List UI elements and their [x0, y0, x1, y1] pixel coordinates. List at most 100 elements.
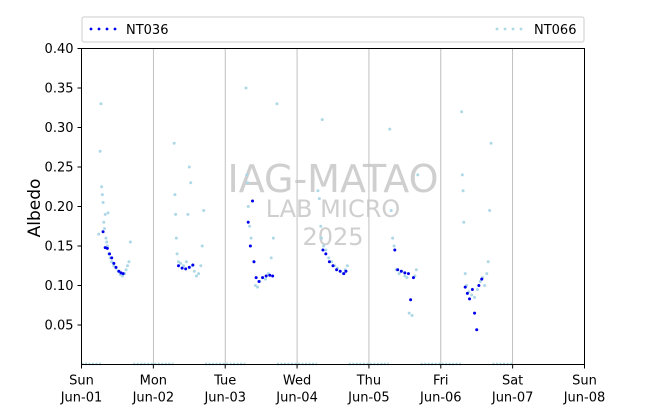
point-nt036: [254, 276, 258, 280]
point-nt066: [320, 236, 324, 240]
y-tick-label: 0.40: [45, 42, 74, 57]
point-nt066: [110, 260, 114, 264]
point-nt066: [102, 220, 106, 224]
point-nt036: [257, 280, 261, 284]
x-tick-label-day: Thu: [356, 374, 381, 389]
watermark-line-1: IAG-MATAO: [227, 157, 438, 201]
y-tick-label: 0.10: [45, 279, 74, 294]
point-nt036: [403, 271, 407, 275]
point-nt066: [405, 276, 409, 280]
point-nt066: [488, 208, 492, 212]
point-nt036: [271, 274, 275, 278]
y-tick-label: 0.25: [45, 161, 74, 176]
point-nt066: [246, 205, 250, 208]
x-tick-label-day: Fri: [433, 374, 449, 389]
point-nt036: [108, 252, 112, 256]
x-tick-label-day: Tue: [213, 374, 236, 389]
point-nt066: [253, 284, 257, 287]
x-tick-label-date: Jun-07: [491, 391, 534, 406]
legend-box: [81, 16, 585, 43]
point-nt066: [100, 185, 104, 189]
point-nt036: [406, 272, 410, 276]
point-nt036: [396, 268, 400, 272]
point-nt066: [182, 264, 186, 268]
point-nt066: [461, 189, 465, 193]
point-nt066: [271, 236, 275, 240]
point-nt066: [127, 260, 131, 264]
y-tick-label: 0.30: [45, 121, 74, 136]
point-nt066: [462, 220, 466, 224]
x-tick-label-date: Jun-08: [563, 391, 606, 406]
point-nt066: [125, 264, 129, 268]
point-nt066: [475, 287, 479, 291]
point-nt036: [117, 269, 121, 273]
point-nt066: [489, 141, 493, 145]
point-nt066: [407, 311, 411, 315]
point-nt066: [485, 272, 489, 276]
point-nt036: [121, 272, 125, 276]
point-nt036: [110, 256, 114, 260]
point-nt066: [327, 256, 331, 260]
point-nt066: [199, 264, 203, 268]
point-nt066: [98, 149, 102, 153]
point-nt066: [263, 277, 267, 281]
point-nt066: [120, 274, 124, 278]
point-nt066: [105, 240, 109, 244]
point-nt036: [342, 272, 346, 276]
point-nt066: [102, 227, 106, 231]
point-nt036: [335, 268, 339, 272]
grid-layer: [152, 48, 514, 365]
legend-label-nt066: NT066: [534, 23, 576, 38]
point-nt036: [246, 220, 250, 224]
point-nt066: [345, 264, 349, 268]
point-nt066: [186, 212, 190, 216]
x-tick-label-date: Jun-06: [419, 391, 462, 406]
x-tick-label-day: Sat: [502, 374, 523, 389]
point-nt066: [388, 127, 392, 131]
point-nt036: [411, 276, 415, 280]
point-nt066: [99, 102, 103, 106]
point-nt066: [200, 244, 204, 248]
point-nt066: [124, 268, 128, 272]
data-points: [81, 86, 513, 366]
point-nt066: [473, 295, 477, 299]
point-nt066: [416, 173, 420, 177]
point-nt066: [470, 293, 474, 297]
point-nt036: [470, 287, 474, 291]
point-nt036: [327, 260, 331, 264]
point-nt066: [101, 201, 105, 205]
point-nt036: [477, 284, 481, 287]
point-nt066: [414, 268, 418, 272]
point-nt066: [275, 102, 279, 106]
point-nt066: [463, 272, 467, 276]
x-tick-label-date: Jun-02: [132, 391, 175, 406]
point-nt036: [465, 291, 469, 295]
point-nt066: [103, 212, 107, 216]
point-nt066: [317, 197, 321, 201]
point-nt036: [264, 274, 268, 278]
point-nt066: [128, 240, 132, 244]
legend-marker-nt036: [89, 27, 117, 31]
point-nt066: [391, 236, 395, 240]
x-tick-label-day: Wed: [283, 374, 311, 389]
point-nt036: [248, 244, 252, 248]
x-tick-label-date: Jun-05: [347, 391, 390, 406]
point-nt066: [184, 260, 188, 264]
point-nt036: [475, 328, 479, 332]
y-tick-label: 0.05: [45, 319, 74, 334]
point-nt036: [114, 265, 118, 269]
point-nt036: [393, 248, 397, 252]
point-nt066: [104, 236, 108, 240]
point-nt036: [187, 265, 191, 269]
watermark-line-3: 2025: [302, 223, 363, 251]
point-nt036: [101, 230, 105, 234]
point-nt066: [197, 272, 201, 276]
point-nt066: [187, 165, 191, 169]
point-nt036: [251, 199, 255, 203]
point-nt036: [409, 298, 413, 302]
point-nt066: [322, 244, 326, 248]
x-tick-label-day: Sun: [69, 374, 94, 389]
point-nt036: [473, 311, 477, 315]
point-nt066: [173, 193, 177, 197]
point-nt036: [252, 260, 256, 264]
